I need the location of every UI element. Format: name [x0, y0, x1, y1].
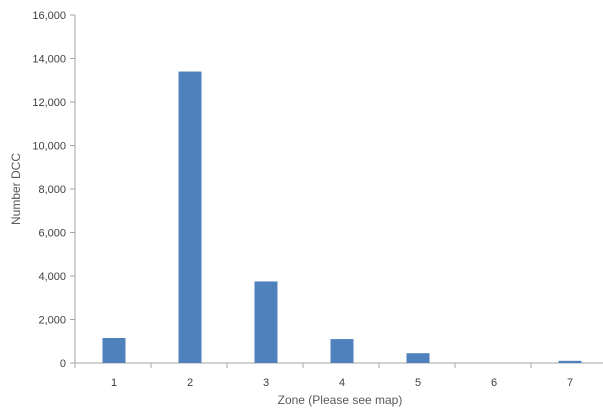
y-axis-title: Number DCC: [9, 153, 23, 225]
y-tick-label: 2,000: [38, 315, 66, 327]
x-tick-label: 5: [415, 377, 421, 389]
x-tick-label: 4: [339, 377, 345, 389]
x-tick-label: 2: [187, 377, 193, 389]
bar-zone-5: [406, 353, 430, 363]
x-axis-title: Zone (Please see map): [278, 393, 403, 407]
x-axis: 1 2 3 4 5 6 7: [74, 362, 603, 389]
bar-zone-7: [558, 360, 582, 363]
y-tick-label: 16,000: [32, 10, 66, 22]
y-tick-label: 12,000: [32, 97, 66, 109]
y-tick-label: 6,000: [38, 228, 66, 240]
y-tick-label: 10,000: [32, 141, 66, 153]
y-tick-label: 4,000: [38, 271, 66, 283]
bar-zone-2: [178, 71, 202, 364]
y-tick-label: 0: [60, 358, 66, 370]
x-tick-label: 7: [567, 377, 573, 389]
bar-zone-3: [254, 281, 278, 363]
bar-zone-1: [102, 337, 126, 363]
x-tick-label: 3: [263, 377, 269, 389]
x-tick-label: 1: [111, 377, 117, 389]
y-tick-label: 14,000: [32, 54, 66, 66]
x-tick-label: 6: [491, 377, 497, 389]
bar-zone-4: [330, 339, 354, 363]
bars: [102, 71, 582, 364]
y-tick-label: 8,000: [38, 184, 66, 196]
y-axis: 0 2,000 4,000 6,000 8,000 10,000 12,000 14,000 1…: [32, 10, 76, 370]
